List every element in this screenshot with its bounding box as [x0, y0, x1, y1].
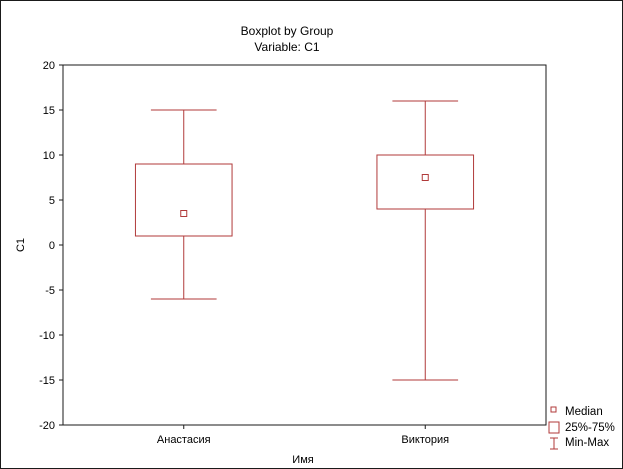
y-tick-label: 15 — [43, 105, 55, 117]
chart-subtitle: Variable: C1 — [254, 40, 319, 54]
boxes — [134, 100, 475, 381]
legend-median-marker — [550, 406, 557, 413]
y-tick-label: 5 — [49, 195, 55, 207]
y-tick-label: 20 — [43, 60, 55, 72]
box-group-1 — [134, 109, 233, 300]
x-axis: Анастасия Виктория — [157, 425, 449, 446]
y-tick-label: 10 — [43, 150, 55, 162]
x-axis-label: Имя — [292, 454, 313, 466]
y-tick-label: -15 — [39, 375, 55, 387]
y-tick-label: 0 — [49, 240, 55, 252]
median-marker — [421, 174, 429, 181]
x-tick-label: Анастасия — [157, 434, 211, 446]
y-tick-label: -20 — [39, 420, 55, 432]
median-marker — [180, 210, 188, 217]
legend: Median 25%-75% Min-Max — [548, 406, 615, 450]
box-iqr — [134, 163, 233, 237]
legend-whisker-marker — [550, 437, 558, 450]
plot-area — [62, 64, 547, 426]
y-axis-label: C1 — [15, 238, 27, 252]
legend-minmax-label: Min-Max — [565, 437, 609, 449]
x-tick-label: Виктория — [401, 434, 449, 446]
legend-box-marker — [548, 421, 560, 434]
chart-title: Boxplot by Group — [241, 24, 334, 38]
box-iqr — [376, 154, 475, 210]
legend-median-label: Median — [565, 406, 603, 418]
y-tick-label: -10 — [39, 330, 55, 342]
box-group-2 — [376, 100, 475, 381]
legend-box-label: 25%-75% — [565, 422, 615, 434]
y-tick-label: -5 — [45, 285, 55, 297]
y-axis: -20 -15 -10 -5 0 5 10 15 20 — [39, 60, 63, 432]
